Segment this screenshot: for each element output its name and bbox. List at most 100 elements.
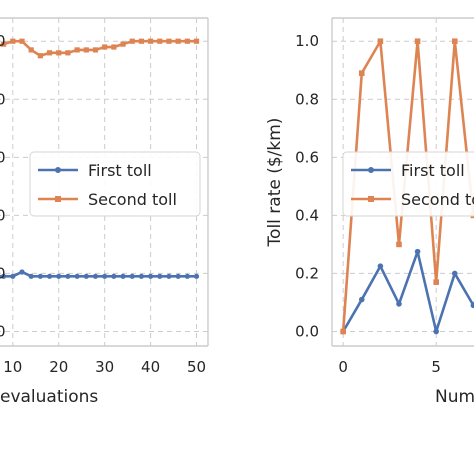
data-point xyxy=(414,38,421,45)
y-tick-label: 0.0 xyxy=(295,322,319,340)
data-point xyxy=(166,38,172,44)
x-axis-label: evaluations xyxy=(0,387,98,407)
data-point xyxy=(65,273,71,279)
legend-swatch-marker xyxy=(368,167,374,173)
data-point xyxy=(46,50,53,56)
legend-item: Second toll xyxy=(351,190,474,209)
data-point xyxy=(129,38,135,44)
data-point xyxy=(157,273,163,279)
data-point xyxy=(138,38,145,44)
data-point xyxy=(10,38,16,44)
y-tick-label: 0.4 xyxy=(295,206,319,224)
data-point xyxy=(193,273,200,279)
data-point xyxy=(193,38,200,44)
data-point xyxy=(83,273,89,279)
data-point xyxy=(166,273,172,279)
x-tick-label: 5 xyxy=(431,358,441,376)
data-point xyxy=(175,38,181,44)
x-tick-label: 0 xyxy=(338,358,348,376)
x-tick-label: 20 xyxy=(49,358,68,376)
data-point xyxy=(129,273,135,279)
axis-spines xyxy=(331,17,474,347)
data-point xyxy=(1,273,7,279)
data-point xyxy=(157,38,163,44)
data-point xyxy=(102,273,108,279)
legend-label: Second toll xyxy=(401,190,474,209)
legend-swatch-marker xyxy=(55,167,61,173)
data-point xyxy=(138,273,145,279)
series-line xyxy=(342,250,474,333)
y-axis-label: Toll rate ($/km) xyxy=(265,118,285,248)
data-point xyxy=(358,70,365,76)
data-point xyxy=(102,44,108,50)
y-tick-label: 1.0 xyxy=(295,32,319,50)
legend-item: First toll xyxy=(38,161,152,180)
data-point xyxy=(28,273,34,279)
data-point xyxy=(92,273,99,279)
right-chart-panel: 0 5 0.0 0.2 0.4 0.6 0.8 1.0 Num Toll rate ($/km) F… xyxy=(265,17,474,407)
legend: First toll Second toll xyxy=(29,151,201,217)
series-second-toll xyxy=(0,38,200,59)
legend-label: First toll xyxy=(401,161,465,180)
data-point xyxy=(470,302,474,309)
data-point xyxy=(147,273,154,279)
legend-item: Second toll xyxy=(38,190,177,209)
data-point xyxy=(175,273,181,279)
data-point xyxy=(184,273,190,279)
data-point xyxy=(46,273,53,279)
y-tick-label: 0.8 xyxy=(295,90,319,108)
data-point xyxy=(19,38,25,44)
data-point xyxy=(433,279,439,285)
data-point xyxy=(19,269,25,275)
legend-label: First toll xyxy=(88,161,152,180)
data-point xyxy=(340,328,346,335)
left-chart-panel: 10 20 30 40 50 0 0 0 0 0 0 evaluations First toll Sec… xyxy=(0,17,209,407)
data-point xyxy=(433,328,439,335)
data-point xyxy=(120,273,126,279)
data-point xyxy=(83,47,89,53)
data-point xyxy=(37,273,43,279)
axis-spines xyxy=(0,17,209,347)
data-point xyxy=(74,47,80,53)
y-tick-label: 0 xyxy=(0,148,6,166)
y-tick-label: 0.2 xyxy=(295,264,319,282)
data-point xyxy=(56,273,62,279)
y-tick-label: 0 xyxy=(0,206,6,224)
x-tick-label: 50 xyxy=(187,358,206,376)
legend-item: First toll xyxy=(351,161,465,180)
data-point xyxy=(28,47,34,53)
data-point xyxy=(147,38,154,44)
data-point xyxy=(65,50,71,56)
series-first-toll xyxy=(0,269,200,279)
data-point xyxy=(184,38,190,44)
series-first-toll xyxy=(340,248,474,335)
data-point xyxy=(1,41,7,47)
data-point xyxy=(451,270,458,277)
x-tick-label: 10 xyxy=(3,358,22,376)
y-tick-label: 0 xyxy=(0,32,6,50)
data-point xyxy=(120,41,126,47)
data-point xyxy=(377,263,384,269)
legend-swatch-marker xyxy=(55,196,61,202)
x-axis-label: Num xyxy=(435,387,474,407)
y-tick-label: 0.6 xyxy=(295,148,319,166)
data-point xyxy=(74,273,80,279)
data-point xyxy=(396,241,402,248)
data-point xyxy=(451,38,458,45)
data-point xyxy=(414,248,421,255)
x-tick-label: 30 xyxy=(95,358,114,376)
legend-label: Second toll xyxy=(88,190,177,209)
x-tick-label: 40 xyxy=(141,358,160,376)
data-point xyxy=(111,273,117,279)
data-point xyxy=(37,53,43,59)
y-tick-label: 0 xyxy=(0,90,6,108)
y-tick-label: 0 xyxy=(0,322,6,340)
y-tick-label: 0 xyxy=(0,264,6,282)
data-point xyxy=(358,296,365,303)
data-point xyxy=(396,301,402,307)
data-point xyxy=(56,50,62,56)
data-point xyxy=(111,44,117,50)
data-point xyxy=(377,38,384,45)
data-point xyxy=(10,273,16,279)
